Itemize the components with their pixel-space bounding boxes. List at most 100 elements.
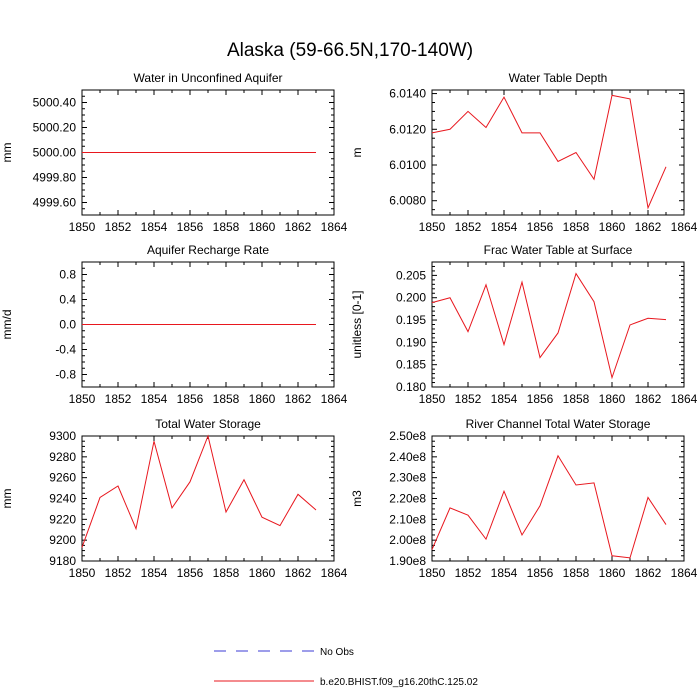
y-axis-label: m3 <box>350 490 364 507</box>
x-tick-label: 1864 <box>321 566 348 580</box>
x-tick-label: 1852 <box>455 566 482 580</box>
legend-label-obs: No Obs <box>320 647 354 658</box>
y-axis-label: mm <box>0 143 14 163</box>
y-tick-label: 0.185 <box>396 358 426 372</box>
y-tick-label: 0.195 <box>396 313 426 327</box>
panel-4: Frac Water Table at Surface unitless [0-1… <box>350 243 698 406</box>
y-tick-label: 9280 <box>49 450 76 464</box>
x-tick-label: 1854 <box>491 392 518 406</box>
legend: No Obs b.e20.BHIST.f09_g16.20thC.125.02 <box>214 647 478 688</box>
x-tick-label: 1860 <box>249 392 276 406</box>
x-tick-label: 1864 <box>671 392 698 406</box>
panel-title: River Channel Total Water Storage <box>466 417 651 431</box>
x-tick-label: 1862 <box>635 566 662 580</box>
x-tick-label: 1852 <box>105 392 132 406</box>
x-tick-label: 1862 <box>635 392 662 406</box>
y-tick-label: 0.190 <box>396 335 426 349</box>
y-tick-label: 6.0100 <box>389 158 426 172</box>
y-tick-label: 6.0140 <box>389 87 426 101</box>
x-tick-label: 1858 <box>563 392 590 406</box>
x-tick-label: 1860 <box>599 392 626 406</box>
y-tick-label: 2.10e8 <box>389 512 426 526</box>
x-tick-label: 1862 <box>635 220 662 234</box>
x-tick-label: 1860 <box>249 220 276 234</box>
y-tick-label: 9260 <box>49 471 76 485</box>
y-tick-label: 0.200 <box>396 291 426 305</box>
x-tick-label: 1850 <box>419 220 446 234</box>
x-tick-label: 1850 <box>69 392 96 406</box>
x-tick-label: 1858 <box>213 392 240 406</box>
y-tick-label: 0.205 <box>396 268 426 282</box>
series-line <box>431 272 667 380</box>
x-tick-label: 1856 <box>177 220 204 234</box>
y-tick-label: 4999.60 <box>33 196 77 210</box>
panel-title: Water Table Depth <box>509 71 608 85</box>
y-tick-label: 9200 <box>49 533 76 547</box>
y-tick-label: 0.0 <box>59 318 76 332</box>
x-tick-label: 1856 <box>527 566 554 580</box>
y-tick-label: 2.30e8 <box>389 471 426 485</box>
y-tick-label: -0.4 <box>55 343 76 357</box>
x-tick-label: 1856 <box>527 392 554 406</box>
x-tick-label: 1858 <box>563 220 590 234</box>
y-tick-label: 2.20e8 <box>389 492 426 506</box>
x-tick-label: 1856 <box>177 392 204 406</box>
x-tick-label: 1864 <box>321 220 348 234</box>
x-tick-label: 1860 <box>249 566 276 580</box>
x-tick-label: 1864 <box>671 566 698 580</box>
y-axis-label: m <box>350 148 364 158</box>
y-tick-label: 2.40e8 <box>389 450 426 464</box>
panel-5: Total Water Storage mm 1850 1852 1854 1856 185… <box>0 417 348 580</box>
x-tick-label: 1856 <box>527 220 554 234</box>
y-tick-label: 6.0080 <box>389 194 426 208</box>
x-tick-label: 1860 <box>599 566 626 580</box>
panel-2: Water Table Depth m 1850 1852 1854 1856 1858 18… <box>350 71 698 234</box>
y-tick-label: 9300 <box>49 429 76 443</box>
y-tick-label: 1.90e8 <box>389 554 426 568</box>
x-tick-label: 1854 <box>141 220 168 234</box>
panel-title: Water in Unconfined Aquifer <box>134 71 283 85</box>
x-tick-label: 1850 <box>419 392 446 406</box>
series-line <box>431 94 667 210</box>
y-tick-label: 5000.00 <box>33 146 77 160</box>
x-tick-label: 1864 <box>321 392 348 406</box>
panel-title: Total Water Storage <box>155 417 261 431</box>
x-tick-label: 1852 <box>105 566 132 580</box>
x-tick-label: 1854 <box>141 392 168 406</box>
panel-title: Frac Water Table at Surface <box>484 243 633 257</box>
y-tick-label: 6.0120 <box>389 122 426 136</box>
panel-title: Aquifer Recharge Rate <box>147 243 269 257</box>
y-tick-label: 9180 <box>49 554 76 568</box>
y-tick-label: 2.50e8 <box>389 429 426 443</box>
y-tick-label: 5000.40 <box>33 96 77 110</box>
y-tick-label: 9240 <box>49 492 76 506</box>
x-tick-label: 1858 <box>213 566 240 580</box>
series-line <box>431 454 667 559</box>
x-tick-label: 1852 <box>455 392 482 406</box>
x-tick-label: 1862 <box>285 392 312 406</box>
y-tick-label: 4999.80 <box>33 171 77 185</box>
x-tick-label: 1858 <box>563 566 590 580</box>
x-tick-label: 1864 <box>671 220 698 234</box>
y-tick-label: 0.8 <box>59 268 76 282</box>
x-tick-label: 1862 <box>285 220 312 234</box>
y-axis-label: unitless [0-1] <box>350 290 364 358</box>
y-tick-label: -0.8 <box>55 368 76 382</box>
x-tick-label: 1850 <box>69 220 96 234</box>
x-tick-label: 1850 <box>419 566 446 580</box>
x-tick-label: 1854 <box>491 566 518 580</box>
y-tick-label: 0.4 <box>59 293 76 307</box>
x-tick-label: 1862 <box>285 566 312 580</box>
x-tick-label: 1858 <box>213 220 240 234</box>
panel-1: Water in Unconfined Aquifer mm 1850 1852 185… <box>0 71 348 234</box>
y-tick-label: 0.180 <box>396 380 426 394</box>
x-tick-label: 1854 <box>491 220 518 234</box>
y-axis-label: mm/d <box>0 310 14 340</box>
x-tick-label: 1856 <box>177 566 204 580</box>
series-line <box>81 434 317 548</box>
panel-3: Aquifer Recharge Rate mm/d 1850 1852 1854 185… <box>0 243 348 406</box>
y-tick-label: 5000.20 <box>33 121 77 135</box>
y-axis-label: mm <box>0 489 14 509</box>
